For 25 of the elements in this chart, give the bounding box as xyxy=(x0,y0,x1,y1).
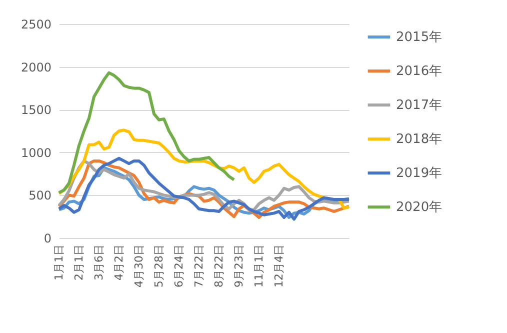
y-tick-label: 2500 xyxy=(20,18,52,32)
legend-label: 2016年 xyxy=(396,64,442,79)
legend-label: 2018年 xyxy=(396,132,442,147)
legend-label: 2017年 xyxy=(396,98,442,113)
y-tick-label: 2000 xyxy=(20,60,52,74)
line-series xyxy=(58,71,236,194)
legend-label: 2015年 xyxy=(396,30,442,45)
x-tick-label: 9月23日 xyxy=(232,244,246,288)
legend-label: 2020年 xyxy=(396,200,442,215)
x-tick-label: 7月22日 xyxy=(192,244,206,288)
x-tick-label: 2月1日 xyxy=(72,244,86,280)
x-tick-label: 12月4日 xyxy=(272,244,286,288)
x-tick-label: 1月1日 xyxy=(52,244,66,280)
x-tick-label: 4月2日 xyxy=(112,244,126,280)
x-tick-label: 6月24日 xyxy=(172,244,186,288)
y-tick-label: 1500 xyxy=(20,103,52,118)
x-tick-label: 3月6日 xyxy=(92,244,106,280)
x-tick-label: 11月1日 xyxy=(252,244,266,288)
y-tick-label: 0 xyxy=(44,232,52,246)
x-tick-label: 8月22日 xyxy=(212,244,226,288)
y-tick-label: 1000 xyxy=(20,146,52,160)
x-tick-label: 5月28日 xyxy=(152,244,166,288)
y-tick-label: 500 xyxy=(28,188,52,203)
legend-label: 2019年 xyxy=(396,166,442,181)
x-tick-label: 4月30日 xyxy=(132,244,146,288)
